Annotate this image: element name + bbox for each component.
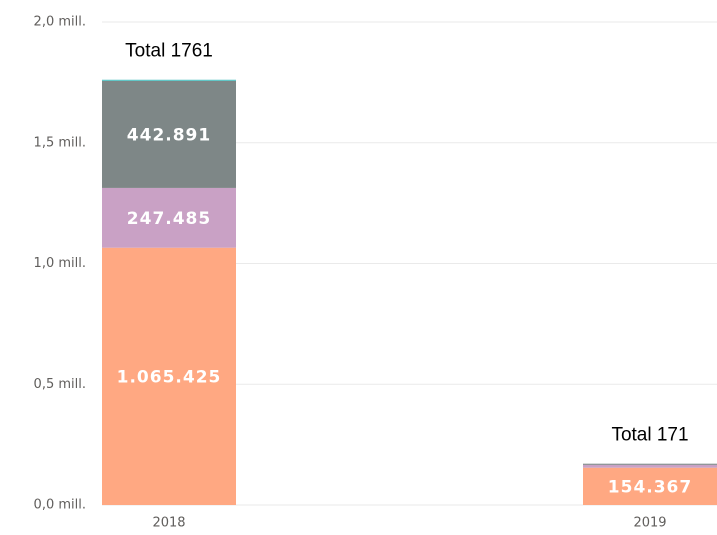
total-label: Total 171 [611, 425, 688, 446]
bar-segment [102, 187, 236, 248]
bar-segment [102, 80, 236, 188]
data-label: 247.485 [127, 209, 211, 229]
data-label: 442.891 [127, 125, 211, 145]
y-tick-label: 0,5 mill. [34, 377, 86, 392]
y-tick-label: 1,0 mill. [34, 256, 86, 271]
bar-segment [102, 79, 236, 81]
bar-segment [583, 467, 717, 505]
data-label: 154.367 [608, 477, 692, 497]
total-label: Total 1761 [125, 41, 213, 62]
y-tick-label: 0,0 mill. [34, 498, 86, 513]
bar-segment [583, 463, 717, 465]
x-tick-label: 2019 [633, 516, 666, 531]
y-tick-label: 2,0 mill. [34, 15, 86, 30]
bar-segment [583, 464, 717, 468]
x-tick-label: 2018 [152, 516, 185, 531]
bar-segment [102, 247, 236, 505]
y-tick-label: 1,5 mill. [34, 135, 86, 150]
data-label: 1.065.425 [117, 367, 222, 387]
